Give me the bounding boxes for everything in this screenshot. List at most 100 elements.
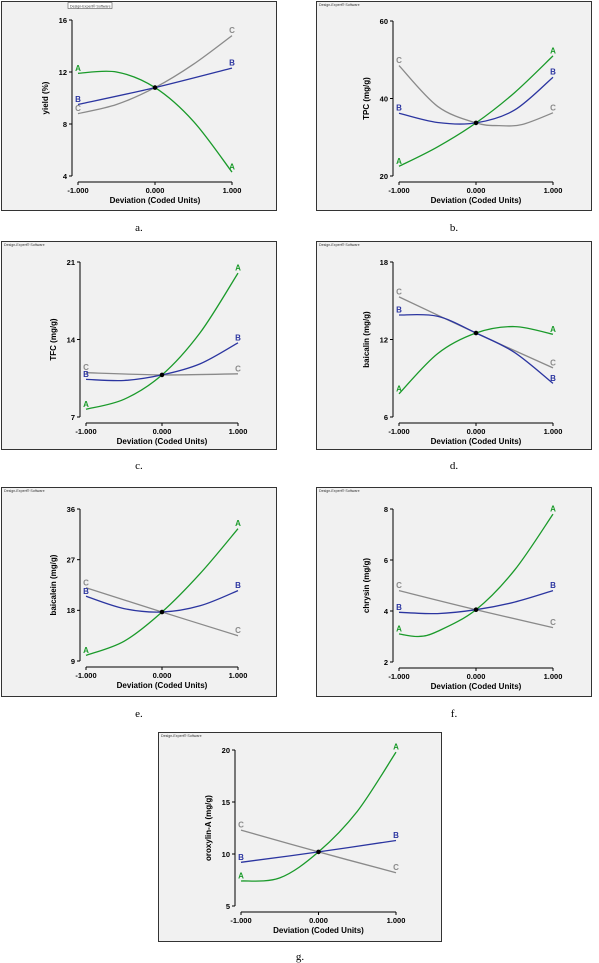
x-tick-label: -1.000	[388, 427, 409, 436]
caption-g: g.	[295, 951, 305, 963]
x-tick-label: -1.000	[388, 672, 409, 681]
y-tick-label: 18	[67, 606, 75, 615]
series-label-c-end: C	[393, 863, 399, 872]
y-tick-label: 6	[384, 556, 388, 565]
x-tick-label: 0.000	[309, 916, 328, 925]
y-tick-label: 7	[71, 413, 75, 422]
series-label-c-end: C	[550, 103, 556, 112]
series-label-a-start: A	[396, 624, 402, 633]
series-label-c-end: C	[235, 364, 241, 373]
series-label-a-end: A	[235, 519, 241, 528]
chart-frame	[1, 241, 277, 450]
y-tick-label: 27	[67, 555, 75, 564]
series-label-b-end: B	[550, 581, 556, 590]
x-tick-label: 1.000	[544, 186, 563, 195]
caption-f: f.	[450, 708, 458, 720]
x-tick-label: 1.000	[387, 916, 406, 925]
series-label-a-start: A	[83, 646, 89, 655]
watermark-box	[67, 2, 113, 9]
y-axis-title: yield (%)	[41, 81, 50, 114]
x-axis-title: Deviation (Coded Units)	[110, 196, 201, 205]
watermark-text: Design-Expert® Software	[319, 243, 360, 247]
series-label-b-start: B	[83, 370, 89, 379]
watermark-text: Design-Expert® Software	[319, 3, 360, 7]
chart-frame	[316, 241, 592, 450]
y-axis-title: baicalein (mg/g)	[49, 554, 58, 615]
series-label-a-end: A	[235, 264, 241, 273]
series-label-a-end: A	[393, 743, 399, 752]
chart-frame	[158, 732, 442, 942]
y-tick-label: 5	[226, 902, 230, 911]
x-tick-label: 1.000	[223, 186, 242, 195]
y-axis-title: TFC (mg/g)	[49, 318, 58, 361]
series-label-c-end: C	[235, 626, 241, 635]
y-tick-label: 4	[384, 607, 389, 616]
x-axis-title: Deviation (Coded Units)	[273, 926, 364, 935]
x-tick-label: -1.000	[75, 427, 96, 436]
watermark-text: Design-Expert® Software	[161, 734, 202, 738]
y-axis-title: TPC (mg/g)	[362, 77, 371, 120]
x-tick-label: 0.000	[467, 427, 486, 436]
series-label-b-start: B	[83, 587, 89, 596]
y-tick-label: 14	[67, 335, 76, 344]
watermark-text: Design-Expert® Software	[4, 489, 45, 493]
chart-svg-e: Design-Expert® Software 9 18 27 36 -1.000 0.00…	[1, 487, 277, 697]
x-tick-label: 0.000	[467, 186, 486, 195]
series-label-c-end: C	[550, 358, 556, 367]
center-point	[473, 120, 479, 126]
center-point	[159, 609, 165, 615]
chart-svg-b: Design-Expert® Software 20 40 60 -1.000 0.000…	[316, 1, 592, 211]
chart-svg-f: Design-Expert® Software 2 4 6 8 -1.000 0.000 1.…	[316, 487, 592, 697]
y-tick-label: 12	[59, 68, 67, 77]
series-label-c-end: C	[229, 26, 235, 35]
y-tick-label: 6	[384, 413, 388, 422]
series-label-b-end: B	[550, 68, 556, 77]
y-tick-label: 9	[71, 657, 75, 666]
y-tick-label: 18	[380, 258, 388, 267]
y-tick-label: 2	[384, 658, 388, 667]
chart-panel-e: Design-Expert® Software 9 18 27 36 -1.000 0.00…	[1, 487, 277, 697]
series-label-b-end: B	[550, 374, 556, 383]
series-label-b-end: B	[393, 831, 399, 840]
x-tick-label: -1.000	[388, 186, 409, 195]
center-point	[152, 85, 158, 90]
series-label-b-start: B	[238, 853, 244, 862]
y-axis-title: baicalin (mg/g)	[362, 311, 371, 368]
series-label-c-start: C	[396, 56, 402, 65]
chart-svg-c: Design-Expert® Software 7 14 21 -1.000 0.000 1…	[1, 241, 277, 450]
x-axis-title: Deviation (Coded Units)	[431, 196, 522, 205]
watermark-text: Design-Expert® Software	[319, 489, 360, 493]
chart-panel-a: Design-Expert® Software 4 8 12 16 -1.000 0.000…	[1, 1, 277, 211]
series-label-a-end: A	[229, 163, 235, 172]
series-label-a-start: A	[396, 157, 402, 166]
series-label-a-end: A	[550, 505, 556, 514]
caption-c: c.	[135, 460, 143, 472]
caption-a: a.	[135, 222, 143, 234]
y-tick-label: 8	[384, 505, 388, 514]
chart-svg-g: Design-Expert® Software 5 10 15 20 -1.000 0.00…	[158, 732, 442, 942]
y-tick-label: 40	[380, 94, 388, 103]
series-line-a	[398, 513, 554, 638]
series-label-a-end: A	[550, 46, 556, 55]
series-label-b-start: B	[396, 603, 402, 612]
x-tick-label: 1.000	[229, 671, 248, 680]
y-tick-label: 16	[59, 16, 67, 25]
chart-panel-c: Design-Expert® Software 7 14 21 -1.000 0.000 1…	[1, 241, 277, 450]
chart-panel-b: Design-Expert® Software 20 40 60 -1.000 0.000…	[316, 1, 592, 211]
y-tick-label: 60	[380, 17, 388, 26]
series-label-a-start: A	[83, 400, 89, 409]
y-tick-label: 20	[380, 172, 388, 181]
y-tick-label: 15	[222, 798, 230, 807]
chart-panel-f: Design-Expert® Software 2 4 6 8 -1.000 0.000 1.…	[316, 487, 592, 697]
x-tick-label: 0.000	[467, 672, 486, 681]
chart-frame	[316, 487, 592, 697]
y-tick-label: 10	[222, 850, 230, 859]
caption-d: d.	[449, 460, 459, 472]
series-label-b-start: B	[396, 305, 402, 314]
watermark-text: Design-Expert® Software	[70, 4, 111, 8]
x-tick-label: 1.000	[544, 672, 563, 681]
x-axis-title: Deviation (Coded Units)	[117, 681, 208, 690]
series-label-c-start: C	[83, 363, 89, 372]
caption-e: e.	[135, 708, 143, 720]
center-point	[316, 849, 321, 855]
